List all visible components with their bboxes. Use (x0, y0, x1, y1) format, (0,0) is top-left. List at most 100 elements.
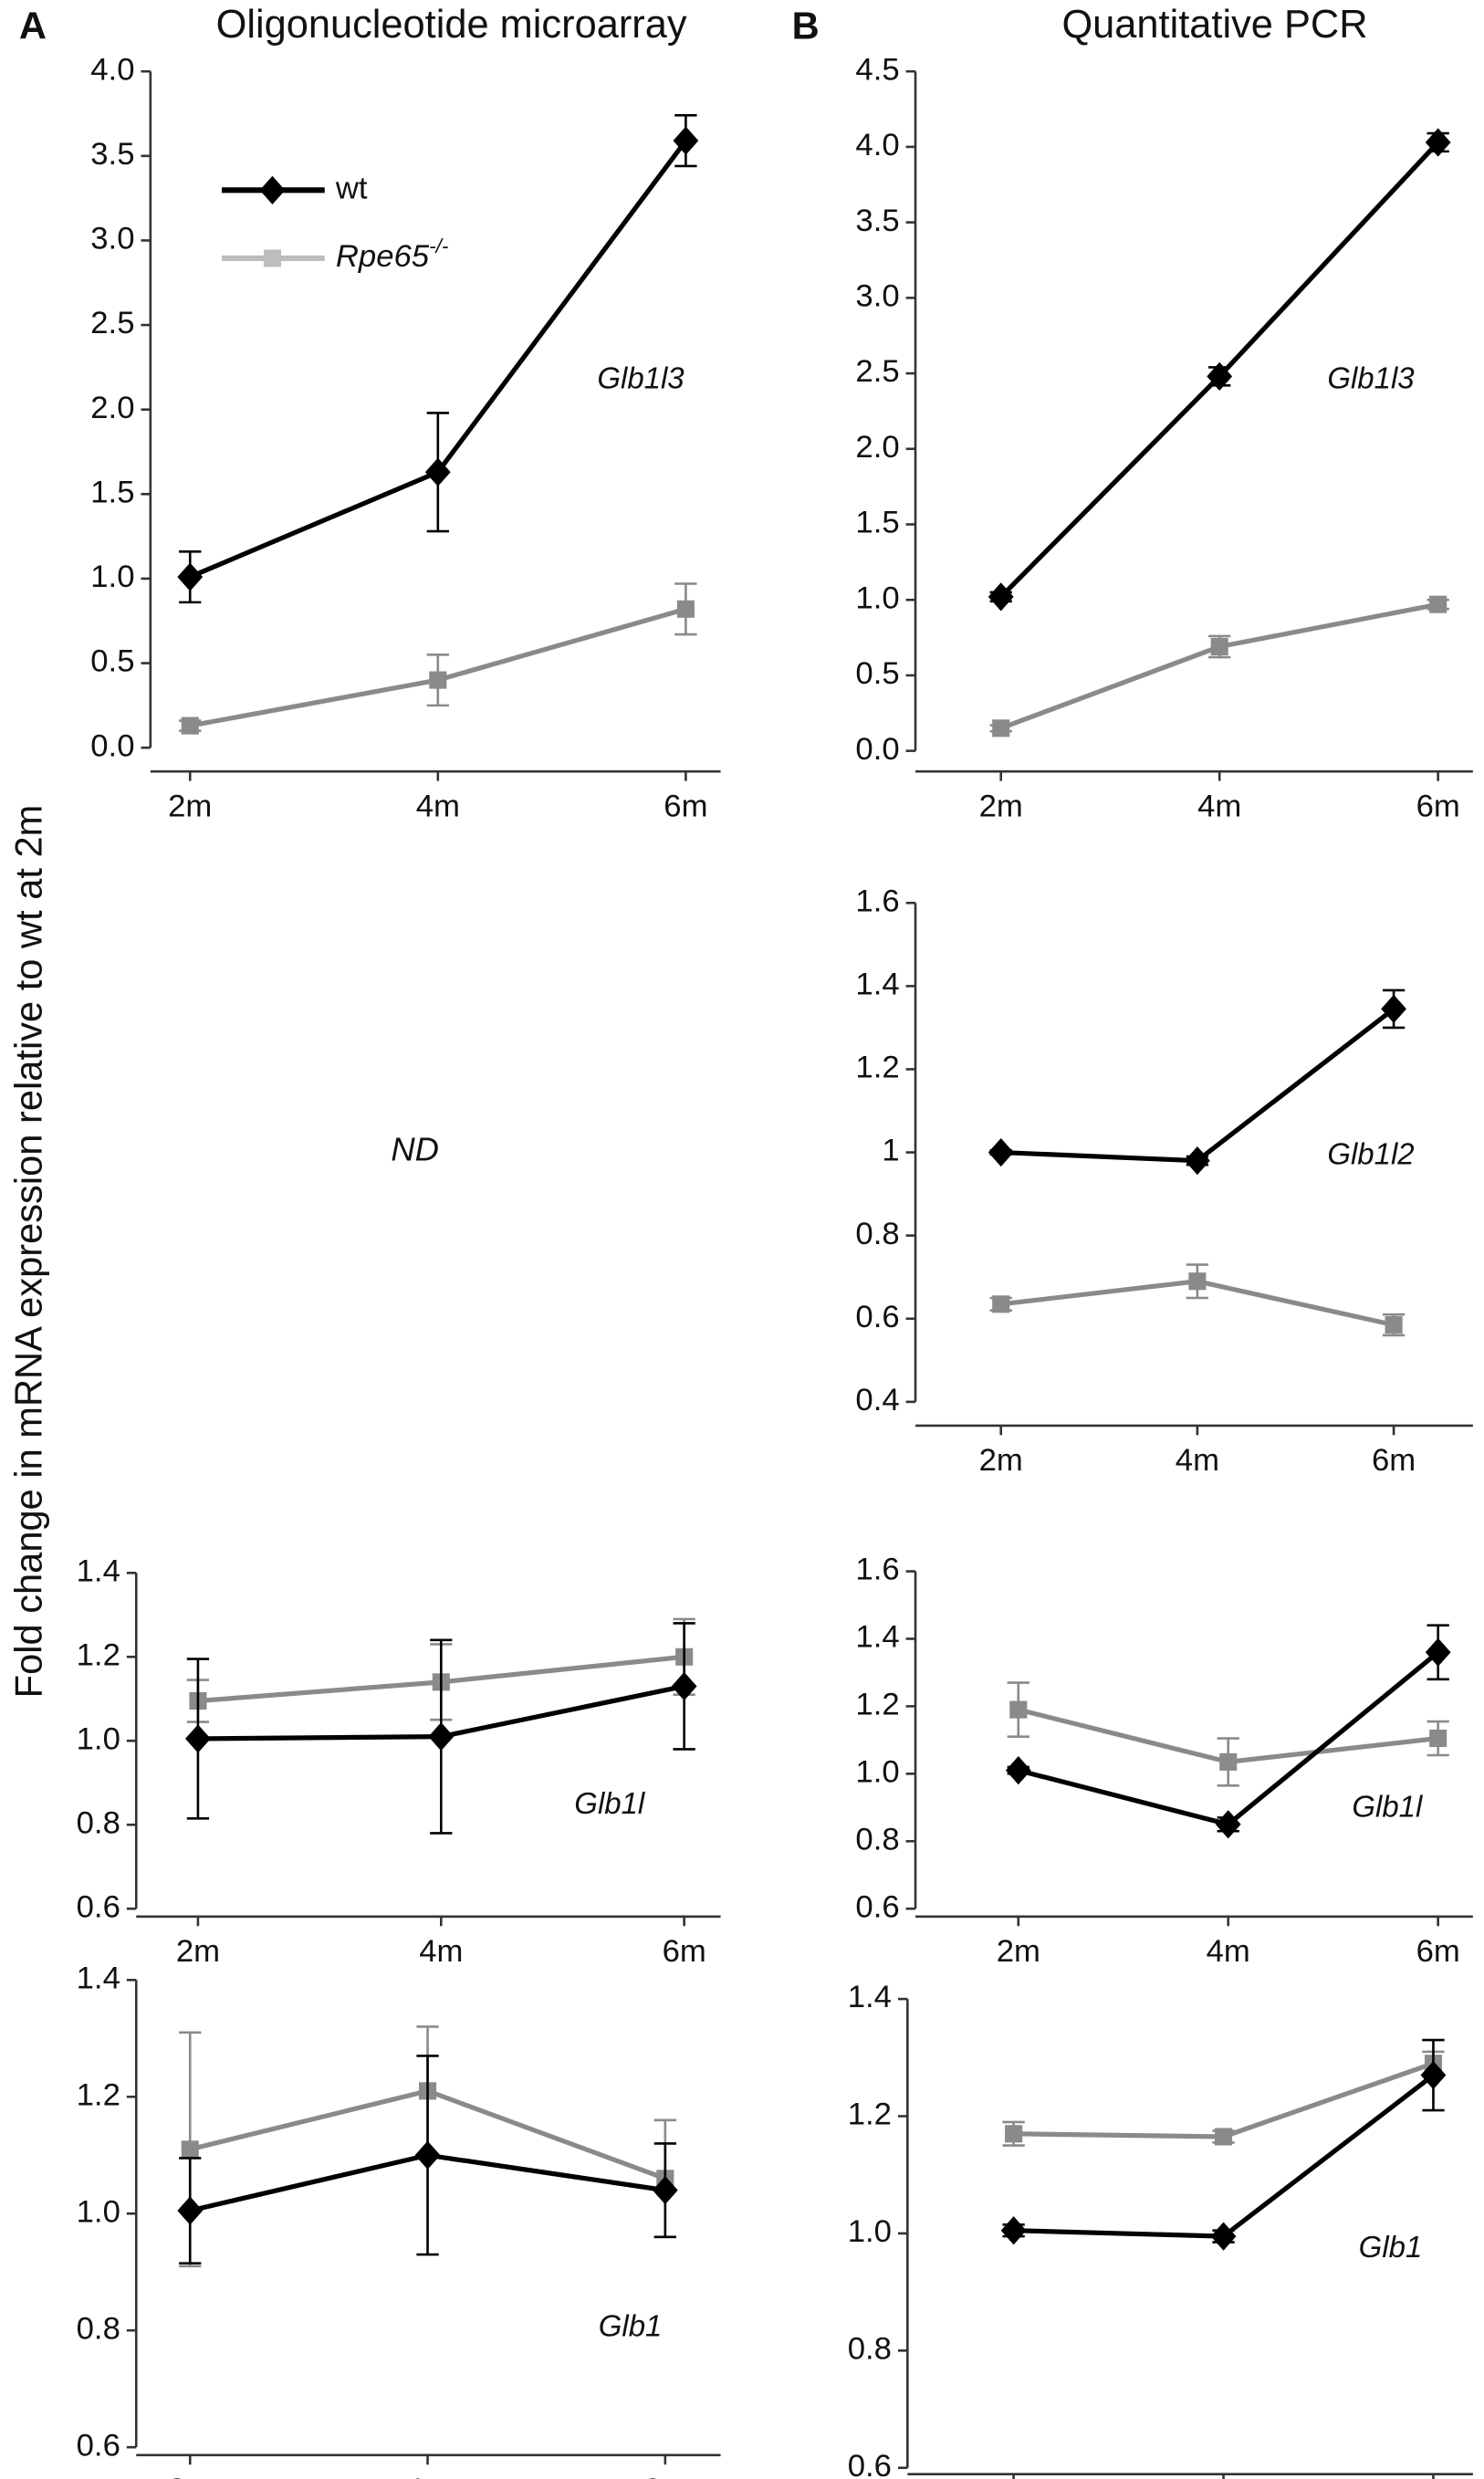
y-tick-label: 3.5 (90, 137, 134, 172)
x-tick-label: 2m (979, 1443, 1023, 1478)
marker (1429, 595, 1447, 613)
y-tick-label: 1.4 (77, 1553, 120, 1588)
y-tick-label: 1.5 (855, 506, 899, 540)
panel-title: Oligonucleotide microarray (216, 3, 687, 47)
legend-marker (259, 175, 286, 204)
gene-label: Glb1l3 (1327, 361, 1415, 394)
legend-marker (263, 249, 282, 267)
y-tick-label: 0.6 (77, 2428, 120, 2463)
y-tick-label: 0.0 (855, 732, 899, 767)
note: ND (391, 1130, 439, 1167)
y-tick-label: 1.2 (855, 1688, 899, 1722)
series-line (1013, 2073, 1436, 2239)
gene-label: Glb1l (1352, 1790, 1424, 1824)
gene-label: Glb1l3 (597, 361, 685, 394)
y-tick-label: 0.4 (855, 1383, 899, 1417)
y-tick-label: 0.8 (77, 1805, 120, 1840)
marker (992, 719, 1010, 737)
y-tick-label: 1.4 (848, 1980, 892, 2014)
y-tick-label: 1.4 (855, 1620, 899, 1655)
y-tick-label: 0.6 (855, 1300, 899, 1334)
marker (1210, 2222, 1237, 2251)
x-tick-label: 6m (1416, 1934, 1460, 1969)
marker (1385, 1316, 1403, 1334)
y-tick-label: 0.8 (77, 2311, 120, 2346)
panel-label: B (792, 4, 820, 47)
marker (181, 717, 199, 735)
legend-name: wt (335, 172, 368, 206)
y-tick-label: 1.2 (77, 2077, 120, 2112)
y-tick-label: 1.2 (855, 1051, 899, 1085)
marker (1185, 1146, 1210, 1176)
marker (428, 1722, 455, 1752)
y-tick-label: 1.0 (855, 581, 899, 615)
y-tick-label: 0.8 (855, 1217, 899, 1251)
y-axis-label: Fold change in mRNA expression relative … (7, 805, 50, 1699)
marker (1425, 1637, 1451, 1667)
y-tick-label: 1.6 (855, 884, 899, 918)
x-tick-label: 6m (1416, 789, 1460, 823)
marker (1000, 2216, 1027, 2245)
marker (181, 2140, 199, 2159)
marker (1215, 1810, 1241, 1839)
gene-label: Glb1l2 (1327, 1137, 1414, 1171)
y-tick-label: 1.2 (77, 1637, 120, 1672)
x-tick-label: 2m (997, 1934, 1040, 1969)
x-tick-label: 2m (168, 789, 212, 823)
gene-label: Glb1l (574, 1786, 646, 1820)
y-tick-label: 0.0 (90, 728, 134, 763)
y-tick-label: 1.0 (90, 560, 134, 594)
marker (1219, 1752, 1238, 1771)
y-tick-label: 0.6 (855, 1889, 899, 1924)
x-tick-label: 4m (1197, 789, 1241, 823)
x-tick-label: 6m (664, 789, 707, 823)
y-tick-label: 1.0 (855, 1754, 899, 1789)
marker (652, 2176, 678, 2205)
x-tick-label: 2m (176, 1934, 220, 1969)
marker (1188, 1272, 1207, 1291)
marker (177, 562, 204, 591)
x-tick-label: 4m (419, 1934, 463, 1969)
marker (424, 457, 451, 486)
marker (1005, 2125, 1023, 2143)
y-tick-label: 0.5 (855, 656, 899, 691)
y-tick-label: 1.4 (77, 1961, 120, 1995)
y-tick-label: 1.0 (77, 2194, 120, 2229)
x-tick-label: 4m (1207, 1934, 1250, 1969)
y-tick-label: 3.0 (855, 279, 899, 314)
legend-label: wt (335, 172, 368, 206)
y-tick-label: 0.5 (90, 644, 134, 679)
marker (185, 1724, 211, 1753)
x-tick-label: 2m (168, 2473, 212, 2479)
legend-name: Rpe65 (336, 239, 430, 274)
marker (177, 2196, 204, 2225)
y-tick-label: 1.2 (848, 2097, 892, 2132)
x-tick-label: 6m (643, 2473, 687, 2479)
marker (992, 1295, 1010, 1313)
y-tick-label: 4.0 (90, 52, 134, 87)
marker (1429, 1729, 1447, 1748)
y-tick-label: 2.5 (855, 354, 899, 389)
x-tick-label: 6m (1372, 1443, 1416, 1478)
y-tick-label: 1.5 (90, 475, 134, 509)
panel-title: Quantitative PCR (1061, 3, 1367, 47)
y-tick-label: 3.0 (90, 222, 134, 256)
marker (988, 582, 1014, 612)
x-tick-label: 4m (1176, 1443, 1219, 1478)
x-tick-label: 6m (663, 1934, 706, 1969)
marker (676, 600, 695, 618)
x-tick-label: 4m (405, 2473, 449, 2479)
y-tick-label: 1.4 (855, 968, 899, 1002)
y-tick-label: 0.8 (855, 1822, 899, 1857)
marker (1214, 2128, 1233, 2146)
y-tick-label: 2.0 (90, 391, 134, 425)
marker (1005, 1756, 1031, 1785)
y-tick-label: 4.5 (855, 52, 899, 87)
marker (1210, 637, 1228, 656)
marker (429, 671, 447, 689)
marker (1381, 994, 1406, 1024)
gene-label: Glb1 (599, 2309, 663, 2343)
y-tick-label: 1 (882, 1134, 899, 1168)
gene-label: Glb1 (1359, 2230, 1423, 2264)
